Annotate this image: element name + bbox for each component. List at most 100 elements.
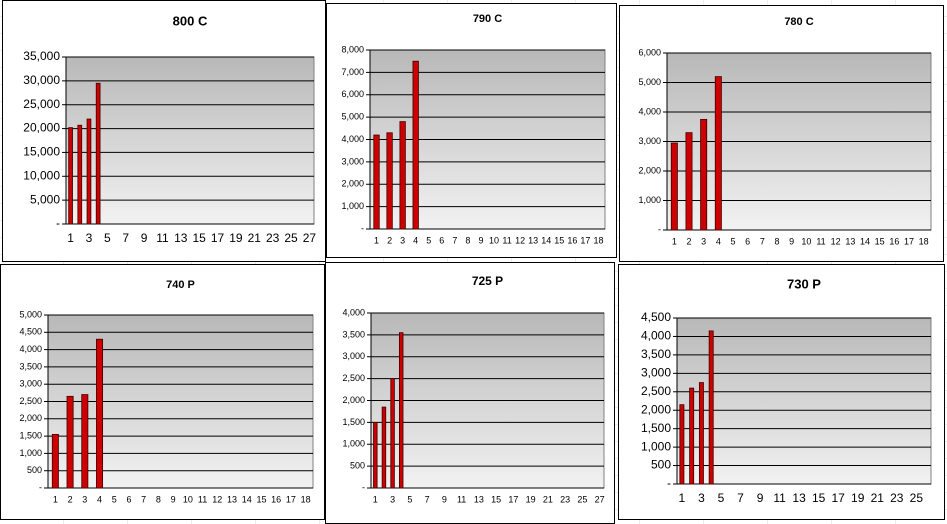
- x-tick-label: 6: [126, 494, 131, 504]
- y-tick-label: -: [658, 224, 661, 234]
- x-tick-label: 5: [426, 235, 431, 245]
- x-tick-label: 19: [229, 231, 243, 245]
- x-tick-label: 19: [851, 491, 865, 505]
- bar: [679, 404, 685, 485]
- x-tick-label: 10: [489, 235, 499, 245]
- x-tick-label: 3: [400, 235, 405, 245]
- chart: 800 C - 5,000 10,000 15,000 20,000 25,000 30,00…: [2, 0, 326, 262]
- bar: [86, 118, 92, 225]
- x-tick-label: 17: [286, 494, 296, 504]
- x-tick-label: 13: [528, 235, 538, 245]
- x-tick-label: 8: [774, 236, 779, 246]
- x-tick-label: 18: [919, 236, 929, 246]
- x-tick-label: 13: [792, 491, 806, 505]
- y-tick-label: 500: [651, 458, 671, 472]
- y-tick-label: 1,000: [19, 448, 42, 458]
- y-tick-label: 4,000: [638, 106, 661, 116]
- y-tick-label: -: [39, 482, 42, 492]
- bar: [381, 406, 387, 489]
- bar: [714, 76, 722, 231]
- y-tick-label: -: [361, 223, 364, 233]
- y-tick-label: 5,000: [638, 77, 661, 87]
- x-tick-label: 13: [227, 494, 237, 504]
- y-tick-label: 2,000: [19, 413, 42, 423]
- x-tick-label: 14: [541, 235, 551, 245]
- x-tick-label: 13: [174, 231, 188, 245]
- chart-title: 790 C: [473, 13, 502, 25]
- x-tick-label: 19: [526, 494, 536, 504]
- x-tick-label: 15: [256, 494, 266, 504]
- x-tick-label: 7: [737, 491, 744, 505]
- x-tick-label: 17: [211, 231, 225, 245]
- y-tick-label: 6,000: [341, 89, 364, 99]
- x-tick-label: 12: [212, 494, 222, 504]
- bar: [96, 338, 104, 489]
- y-tick-label: 1,000: [638, 195, 661, 205]
- x-tick-label: 4: [97, 494, 102, 504]
- x-tick-label: 1: [374, 235, 379, 245]
- x-tick-label: 5: [718, 491, 725, 505]
- chart-title: 730 P: [787, 276, 821, 291]
- y-tick-label: 1,500: [641, 421, 671, 435]
- y-tick-label: 3,000: [342, 351, 365, 361]
- x-tick-label: 5: [730, 236, 735, 246]
- x-tick-label: 17: [580, 235, 590, 245]
- y-tick-label: 500: [350, 461, 365, 471]
- chart-title: 725 P: [472, 274, 503, 288]
- x-tick-label: 11: [156, 231, 169, 245]
- bar: [398, 332, 404, 489]
- x-tick-label: 4: [716, 236, 721, 246]
- x-tick-label: 11: [457, 494, 466, 504]
- x-tick-label: 12: [515, 235, 525, 245]
- x-tick-label: 5: [112, 494, 117, 504]
- y-tick-label: 4,000: [341, 134, 364, 144]
- x-tick-label: 2: [387, 235, 392, 245]
- x-tick-label: 18: [301, 494, 311, 504]
- x-tick-label: 1: [67, 231, 74, 245]
- x-tick-label: 15: [193, 231, 207, 245]
- x-tick-label: 23: [890, 491, 904, 505]
- x-tick-label: 15: [491, 494, 501, 504]
- y-tick-label: 5,000: [341, 112, 364, 122]
- y-tick-label: 500: [27, 465, 42, 475]
- x-tick-label: 1: [53, 494, 58, 504]
- bar: [373, 134, 380, 230]
- x-tick-label: 1: [672, 236, 677, 246]
- x-tick-label: 23: [560, 494, 570, 504]
- x-tick-label: 12: [831, 236, 841, 246]
- y-tick-label: 3,500: [19, 361, 42, 371]
- x-tick-label: 7: [122, 231, 129, 245]
- x-tick-label: 3: [701, 236, 706, 246]
- plot-area: [65, 56, 315, 225]
- x-tick-label: 2: [68, 494, 73, 504]
- y-tick-label: 3,000: [19, 379, 42, 389]
- chart: 790 C - 1,000 2,000 3,000 4,000 5,000 6,000 7,00…: [326, 3, 617, 258]
- y-tick-label: 4,500: [19, 327, 42, 337]
- y-tick-label: -: [362, 482, 365, 492]
- x-tick-label: 15: [812, 491, 826, 505]
- x-tick-label: 14: [860, 236, 870, 246]
- x-tick-label: 21: [543, 494, 553, 504]
- x-tick-label: 9: [757, 491, 764, 505]
- y-tick-label: 5,000: [19, 309, 42, 319]
- x-tick-label: 7: [452, 235, 457, 245]
- y-tick-label: 8,000: [341, 44, 364, 54]
- x-tick-label: 2: [686, 236, 691, 246]
- x-tick-label: 3: [698, 491, 705, 505]
- x-tick-label: 5: [407, 494, 412, 504]
- x-tick-label: 17: [904, 236, 914, 246]
- x-tick-label: 27: [595, 494, 605, 504]
- x-tick-label: 10: [183, 494, 193, 504]
- bar: [390, 378, 395, 489]
- x-tick-label: 6: [745, 236, 750, 246]
- y-tick-label: 7,000: [341, 67, 364, 77]
- x-tick-label: 7: [141, 494, 146, 504]
- x-tick-label: 4: [413, 235, 418, 245]
- y-tick-label: 1,000: [641, 439, 671, 453]
- y-tick-label: 6,000: [638, 47, 661, 57]
- x-tick-label: 16: [271, 494, 281, 504]
- y-tick-label: 15,000: [23, 145, 60, 159]
- chart-title: 800 C: [173, 13, 208, 28]
- bar: [77, 124, 83, 225]
